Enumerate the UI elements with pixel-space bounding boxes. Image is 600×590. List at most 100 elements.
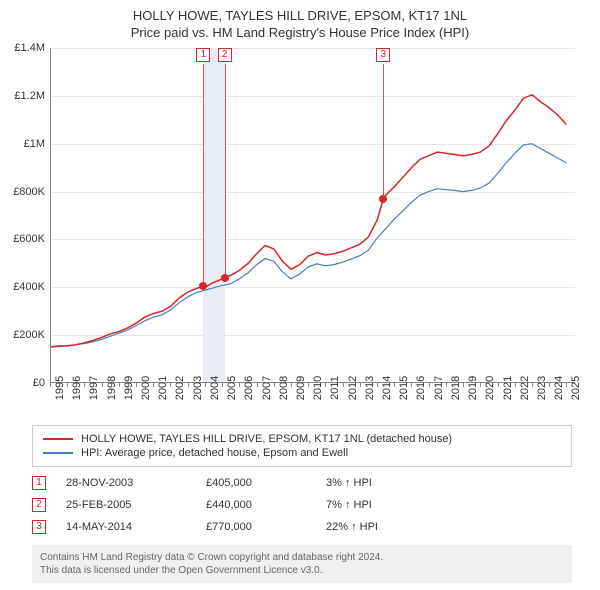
x-axis-label: 2014	[381, 376, 393, 400]
x-tick	[343, 383, 344, 387]
x-tick	[532, 383, 533, 387]
legend-item: HOLLY HOWE, TAYLES HILL DRIVE, EPSOM, KT…	[43, 432, 561, 446]
legend-swatch	[43, 438, 73, 440]
x-tick	[549, 383, 550, 387]
x-axis-label: 2018	[450, 376, 462, 400]
marker-dot	[379, 195, 387, 203]
marker-line	[383, 64, 384, 199]
x-tick	[480, 383, 481, 387]
x-tick	[205, 383, 206, 387]
x-tick	[498, 383, 499, 387]
sales-marker: 3	[32, 520, 46, 534]
sales-price: £770,000	[206, 521, 326, 533]
sales-date: 28-NOV-2003	[66, 477, 206, 489]
x-axis-label: 2001	[157, 376, 169, 400]
x-tick	[239, 383, 240, 387]
x-axis-label: 2002	[174, 376, 186, 400]
x-tick	[411, 383, 412, 387]
x-axis-label: 2017	[433, 376, 445, 400]
series-hpi	[50, 144, 566, 347]
x-axis-label: 2004	[209, 376, 221, 400]
marker-box: 3	[376, 48, 390, 62]
legend-label: HOLLY HOWE, TAYLES HILL DRIVE, EPSOM, KT…	[81, 433, 452, 445]
chart-area: 123 £0£200K£400K£600K£800K£1M£1.2M£1.4M …	[50, 48, 575, 383]
footer: Contains HM Land Registry data © Crown c…	[32, 545, 572, 583]
marker-box: 1	[196, 48, 210, 62]
x-axis-label: 2003	[192, 376, 204, 400]
sales-delta: 7% ↑ HPI	[326, 499, 446, 511]
x-axis-label: 2006	[243, 376, 255, 400]
x-tick	[360, 383, 361, 387]
y-axis-label: £600K	[0, 233, 45, 245]
y-axis-label: £800K	[0, 186, 45, 198]
x-tick	[291, 383, 292, 387]
x-axis-label: 2005	[226, 376, 238, 400]
y-axis-label: £400K	[0, 281, 45, 293]
marker-box: 2	[218, 48, 232, 62]
title-group: HOLLY HOWE, TAYLES HILL DRIVE, EPSOM, KT…	[0, 0, 600, 40]
x-tick	[257, 383, 258, 387]
legend-item: HPI: Average price, detached house, Epso…	[43, 446, 561, 460]
sales-date: 14-MAY-2014	[66, 521, 206, 533]
x-tick	[50, 383, 51, 387]
x-axis-label: 2024	[553, 376, 565, 400]
footer-line1: Contains HM Land Registry data © Crown c…	[40, 551, 564, 564]
sales-table: 128-NOV-2003£405,0003% ↑ HPI225-FEB-2005…	[32, 472, 572, 538]
x-axis-label: 2015	[398, 376, 410, 400]
sales-price: £405,000	[206, 477, 326, 489]
legend: HOLLY HOWE, TAYLES HILL DRIVE, EPSOM, KT…	[32, 425, 572, 467]
subtitle: Price paid vs. HM Land Registry's House …	[0, 25, 600, 40]
sales-marker: 1	[32, 476, 46, 490]
line-series-svg	[50, 48, 575, 383]
x-tick	[377, 383, 378, 387]
marker-line	[203, 64, 204, 286]
sales-price: £440,000	[206, 499, 326, 511]
marker-dot	[221, 274, 229, 282]
sales-row: 128-NOV-2003£405,0003% ↑ HPI	[32, 472, 572, 494]
x-tick	[429, 383, 430, 387]
x-tick	[188, 383, 189, 387]
x-tick	[136, 383, 137, 387]
legend-swatch	[43, 452, 73, 454]
x-tick	[308, 383, 309, 387]
x-tick	[222, 383, 223, 387]
x-tick	[325, 383, 326, 387]
x-tick	[67, 383, 68, 387]
x-axis-label: 2016	[415, 376, 427, 400]
chart-container: HOLLY HOWE, TAYLES HILL DRIVE, EPSOM, KT…	[0, 0, 600, 590]
sales-row: 314-MAY-2014£770,00022% ↑ HPI	[32, 516, 572, 538]
x-tick	[84, 383, 85, 387]
x-axis-label: 2019	[467, 376, 479, 400]
marker-dot	[199, 282, 207, 290]
sales-date: 25-FEB-2005	[66, 499, 206, 511]
x-tick	[394, 383, 395, 387]
x-tick	[102, 383, 103, 387]
x-axis-label: 1995	[54, 376, 66, 400]
x-axis-label: 2011	[329, 376, 341, 400]
x-axis-label: 1998	[106, 376, 118, 400]
x-axis-label: 1997	[88, 376, 100, 400]
series-price_paid	[50, 95, 566, 347]
x-axis-label: 2025	[570, 376, 582, 400]
y-axis-label: £200K	[0, 329, 45, 341]
x-axis-label: 2023	[536, 376, 548, 400]
x-tick	[153, 383, 154, 387]
y-axis-label: £1.4M	[0, 42, 45, 54]
x-axis-label: 2008	[278, 376, 290, 400]
sales-row: 225-FEB-2005£440,0007% ↑ HPI	[32, 494, 572, 516]
footer-line2: This data is licensed under the Open Gov…	[40, 564, 564, 577]
x-tick	[446, 383, 447, 387]
x-tick	[274, 383, 275, 387]
x-axis-label: 2009	[295, 376, 307, 400]
y-axis-label: £1M	[0, 138, 45, 150]
x-tick	[170, 383, 171, 387]
y-axis-label: £0	[0, 377, 45, 389]
x-axis-label: 2020	[484, 376, 496, 400]
x-axis-label: 2007	[261, 376, 273, 400]
x-tick	[515, 383, 516, 387]
x-axis-label: 1996	[71, 376, 83, 400]
y-axis	[50, 48, 51, 383]
x-axis-label: 2022	[519, 376, 531, 400]
x-tick	[566, 383, 567, 387]
x-axis-label: 2012	[347, 376, 359, 400]
